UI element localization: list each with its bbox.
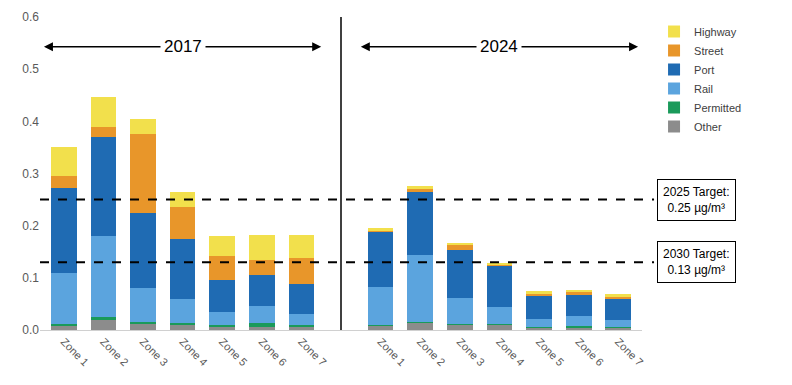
- svg-text:Zone 6: Zone 6: [256, 336, 289, 369]
- svg-text:0.0: 0.0: [22, 323, 39, 337]
- svg-text:Rail: Rail: [694, 83, 713, 95]
- svg-text:Zone 3: Zone 3: [455, 336, 488, 369]
- svg-text:0.3: 0.3: [22, 167, 39, 181]
- svg-text:0.2: 0.2: [22, 219, 39, 233]
- svg-text:Zone 7: Zone 7: [296, 336, 329, 369]
- svg-text:2025 Target:0.25 µg/m³: 2025 Target:0.25 µg/m³: [663, 185, 730, 215]
- svg-text:Zone 1: Zone 1: [58, 336, 91, 369]
- svg-text:Zone 6: Zone 6: [573, 336, 606, 369]
- svg-text:Zone 3: Zone 3: [138, 336, 171, 369]
- svg-text:Zone 4: Zone 4: [494, 336, 527, 369]
- svg-text:Zone 4: Zone 4: [177, 336, 210, 369]
- svg-text:0.5: 0.5: [22, 62, 39, 76]
- svg-text:0.1: 0.1: [22, 271, 39, 285]
- svg-text:Zone 5: Zone 5: [534, 336, 567, 369]
- svg-text:Permitted: Permitted: [694, 102, 741, 114]
- svg-text:Zone 7: Zone 7: [613, 336, 646, 369]
- svg-text:0.4: 0.4: [22, 115, 39, 129]
- svg-text:Other: Other: [694, 121, 722, 133]
- svg-text:2024: 2024: [480, 37, 518, 56]
- svg-text:0.6: 0.6: [22, 10, 39, 24]
- svg-text:Zone 2: Zone 2: [415, 336, 448, 369]
- svg-text:Zone 5: Zone 5: [217, 336, 250, 369]
- svg-text:2017: 2017: [164, 37, 202, 56]
- svg-text:Zone 1: Zone 1: [375, 336, 408, 369]
- svg-text:2030 Target:0.13 µg/m³: 2030 Target:0.13 µg/m³: [663, 247, 730, 277]
- svg-text:Port: Port: [694, 64, 714, 76]
- svg-text:Zone 2: Zone 2: [98, 336, 131, 369]
- svg-text:Street: Street: [694, 45, 723, 57]
- svg-text:Highway: Highway: [694, 26, 737, 38]
